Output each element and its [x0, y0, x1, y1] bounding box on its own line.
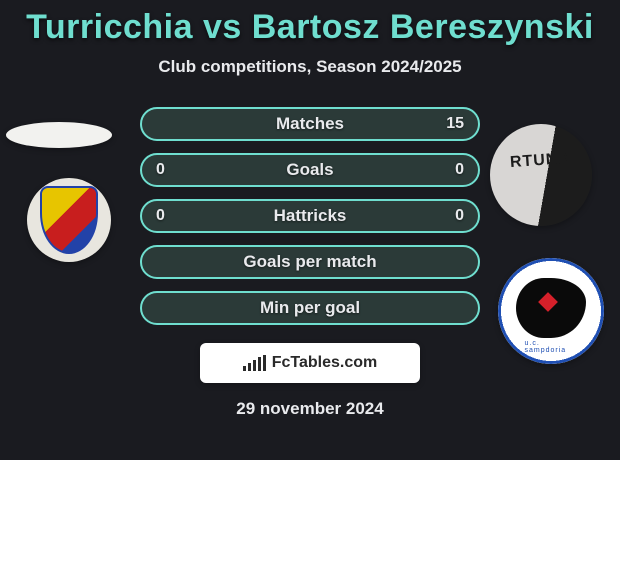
stat-label: Goals: [286, 160, 333, 180]
club-crest-left: [27, 178, 111, 262]
stat-right: 0: [455, 207, 464, 225]
stat-left: 0: [156, 161, 165, 179]
player-left-avatar: [6, 122, 112, 148]
bars-icon: [243, 355, 266, 371]
player-right-avatar: RTUNA: [490, 124, 592, 226]
jersey-text: RTUNA: [509, 150, 571, 172]
brand-badge: FcTables.com: [200, 343, 420, 383]
stat-label: Goals per match: [243, 252, 376, 272]
stat-label: Matches: [276, 114, 344, 134]
stat-row-mpg: Min per goal: [140, 291, 480, 325]
shield-icon: [40, 186, 98, 254]
stat-row-hattricks: 0 Hattricks 0: [140, 199, 480, 233]
stat-right: 15: [446, 115, 464, 133]
subtitle: Club competitions, Season 2024/2025: [0, 57, 620, 77]
crest-ring: u.c. sampdoria: [498, 258, 604, 364]
stat-label: Hattricks: [274, 206, 347, 226]
date-label: 29 november 2024: [0, 399, 620, 419]
comparison-card: Turricchia vs Bartosz Bereszynski Club c…: [0, 0, 620, 460]
page-title: Turricchia vs Bartosz Bereszynski: [0, 0, 620, 47]
crest-label: u.c. sampdoria: [525, 340, 578, 354]
brand-text: FcTables.com: [272, 354, 378, 372]
stat-left: 0: [156, 207, 165, 225]
stat-right: 0: [455, 161, 464, 179]
club-crest-right: u.c. sampdoria: [498, 258, 604, 364]
stat-label: Min per goal: [260, 298, 360, 318]
stat-row-matches: Matches 15: [140, 107, 480, 141]
stat-row-goals: 0 Goals 0: [140, 153, 480, 187]
stat-row-gpm: Goals per match: [140, 245, 480, 279]
